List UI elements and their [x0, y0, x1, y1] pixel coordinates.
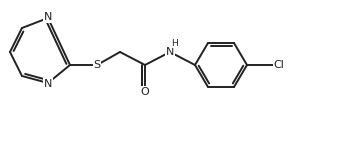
Text: H: H	[171, 39, 178, 48]
Text: Cl: Cl	[274, 60, 285, 70]
Text: O: O	[141, 87, 149, 97]
Text: N: N	[44, 79, 52, 89]
Text: S: S	[93, 60, 101, 70]
Text: N: N	[44, 12, 52, 22]
Text: N: N	[166, 47, 174, 57]
